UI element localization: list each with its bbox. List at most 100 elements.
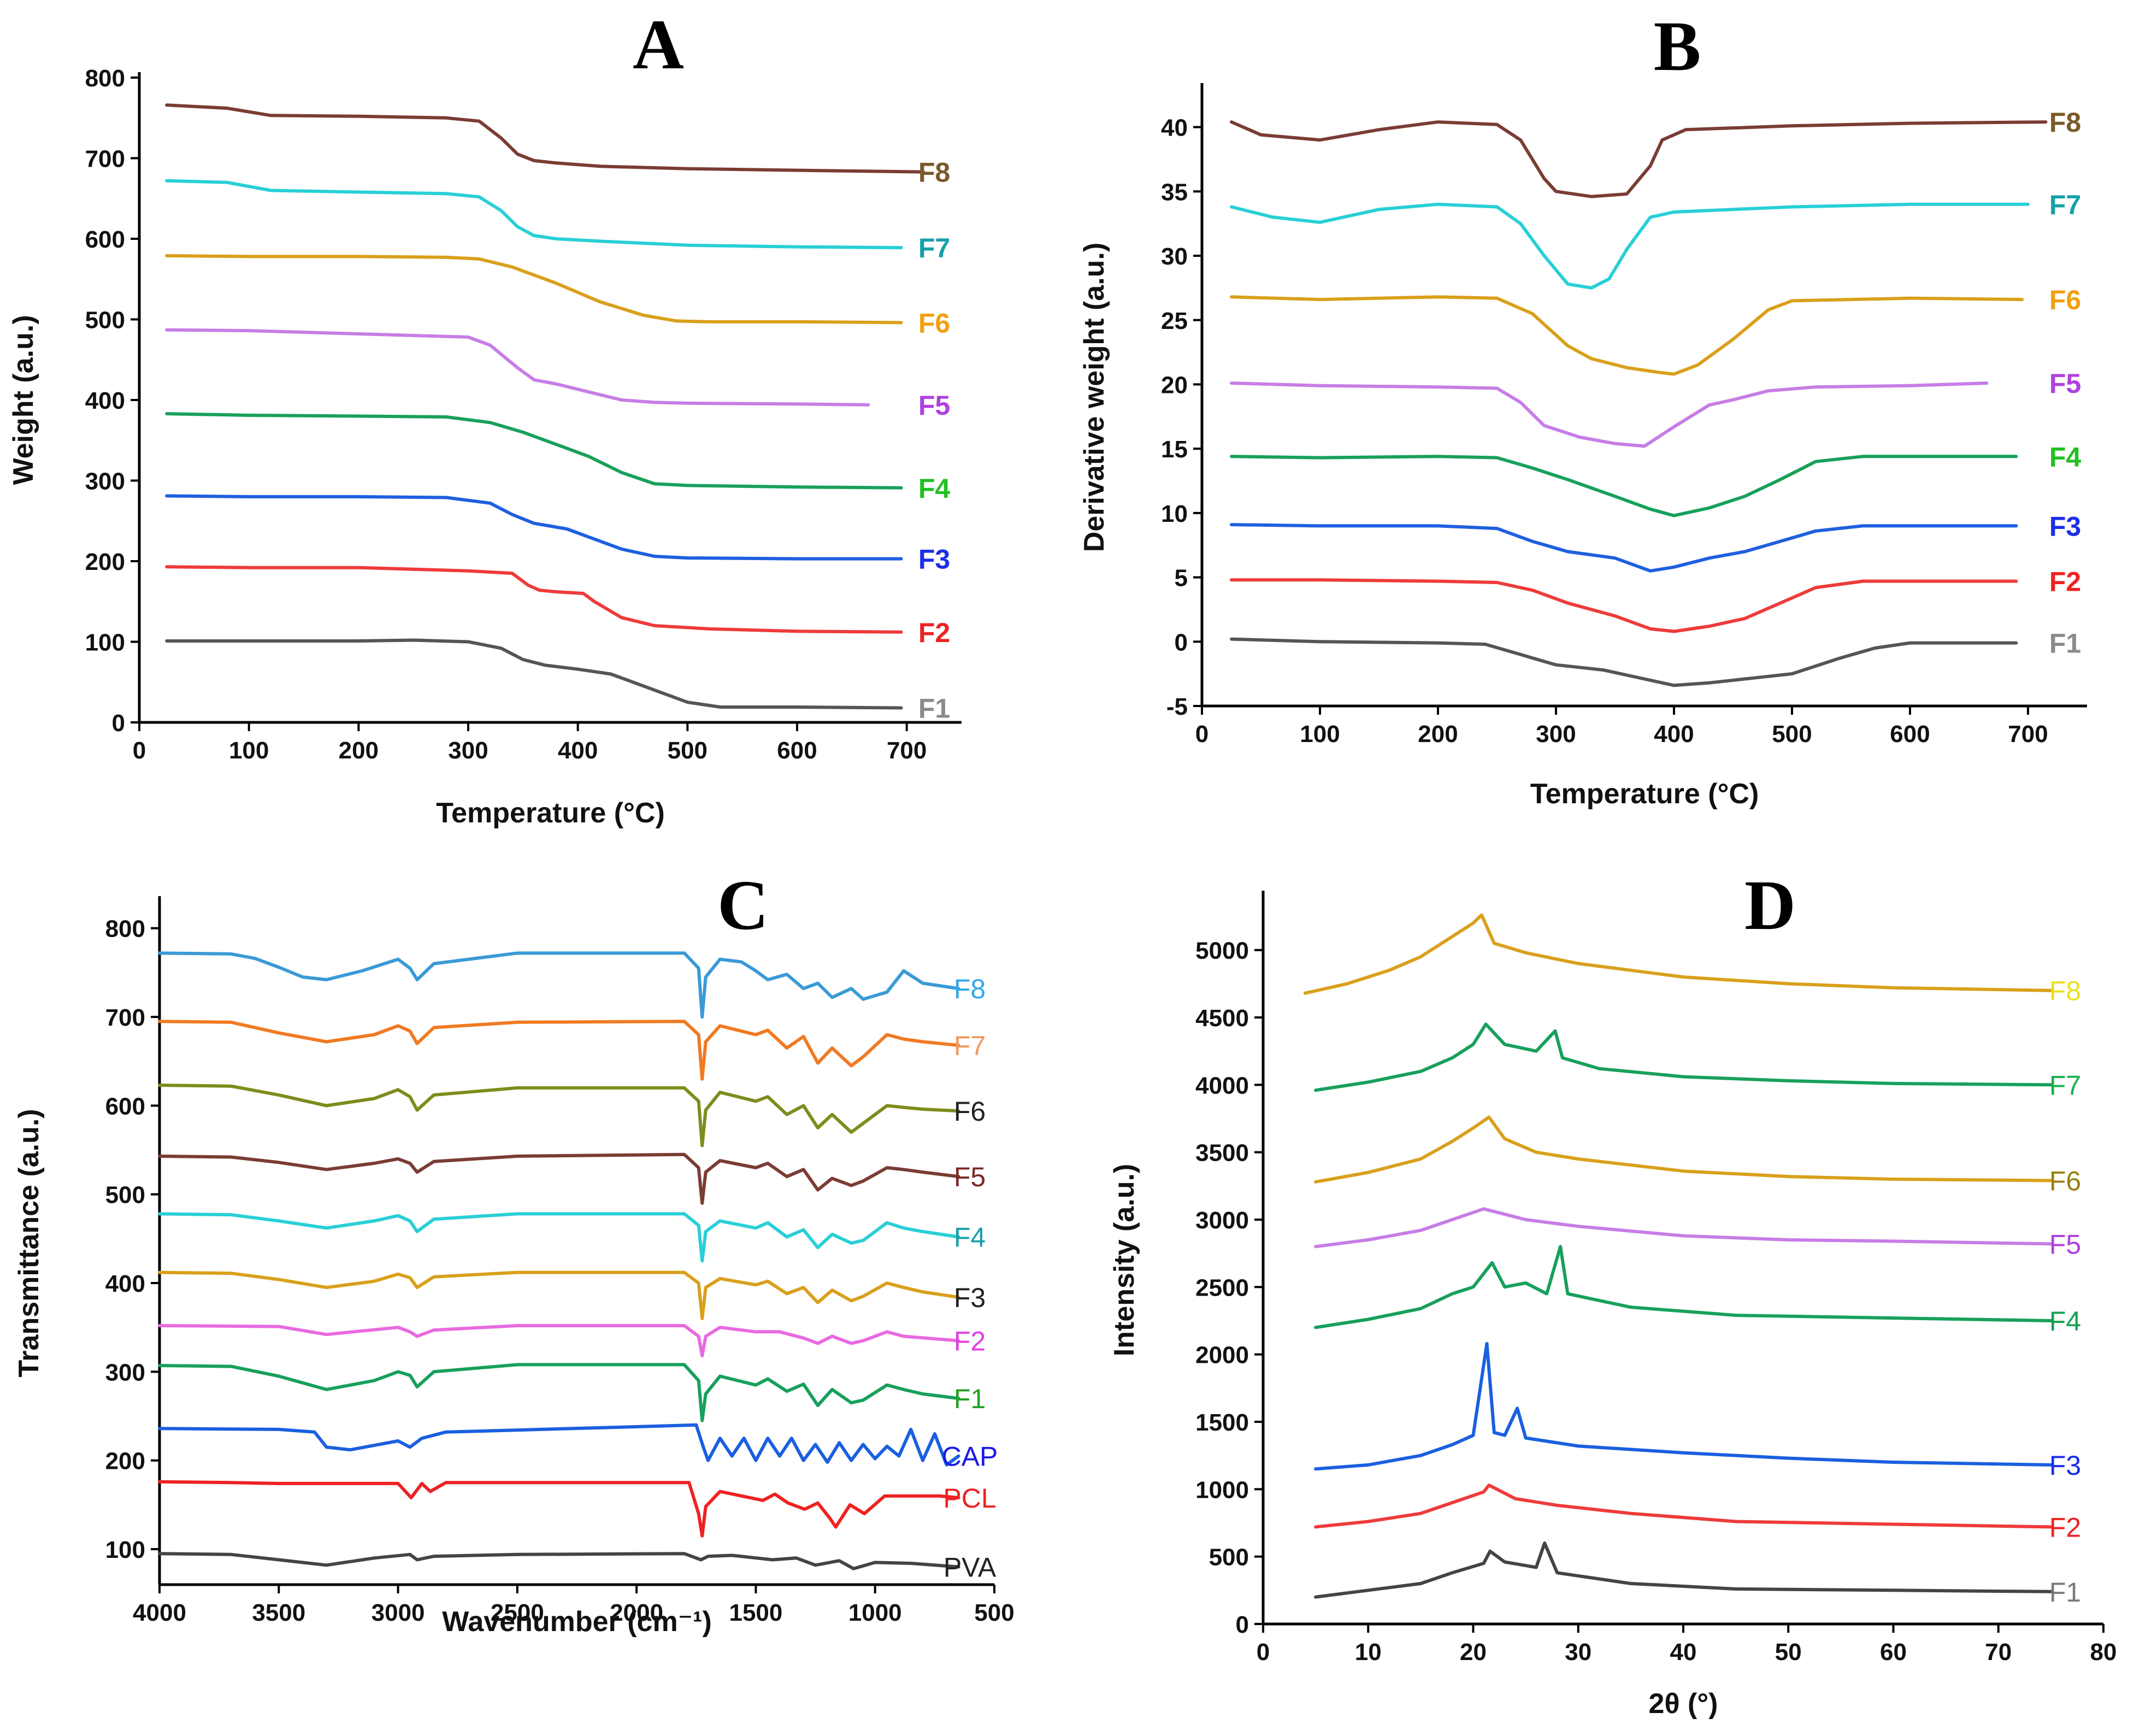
y-tick-label: 20 [1161, 372, 1188, 398]
x-tick-label: 3000 [372, 1599, 425, 1626]
x-tick-label: 600 [1890, 721, 1930, 748]
series-line-f8 [165, 103, 925, 174]
series-line-f8 [158, 951, 960, 1019]
x-tick-label: 300 [1536, 721, 1576, 748]
x-tick-label: 30 [1565, 1639, 1591, 1666]
series-label-f4: F4 [954, 1222, 986, 1253]
series-line-f6 [165, 254, 903, 325]
x-tick-label: 500 [974, 1599, 1014, 1626]
series-line-f4 [165, 412, 903, 490]
series-line-f3 [1314, 1341, 2053, 1471]
series-line-f7 [1314, 1022, 2053, 1092]
y-tick-label: 1000 [1195, 1476, 1249, 1503]
x-tick-label: 70 [1985, 1639, 2012, 1666]
series-line-f8 [1303, 913, 2053, 995]
series-line-f7 [165, 179, 903, 250]
series-line-cap [158, 1423, 960, 1467]
series-label-pcl: PCL [943, 1483, 996, 1514]
series-line-f2 [165, 565, 903, 634]
y-tick-label: -5 [1166, 693, 1188, 720]
series-label-f7: F7 [918, 233, 950, 263]
y-tick-label: 0 [112, 710, 125, 737]
series-line-f4 [158, 1212, 960, 1263]
series-line-f4 [1314, 1245, 2053, 1329]
series-label-f1: F1 [954, 1384, 986, 1414]
y-tick-label: 3500 [1195, 1140, 1249, 1167]
series-label-f5: F5 [918, 390, 950, 421]
panel-letter-c: C [717, 866, 769, 945]
x-tick-label: 200 [339, 737, 379, 764]
y-tick-label: 800 [85, 65, 125, 92]
x-tick-label: 400 [1654, 721, 1694, 748]
x-tick-label: 20 [1460, 1639, 1487, 1666]
series-line-f5 [1230, 381, 1989, 448]
series-line-pva [158, 1552, 960, 1570]
series-label-f8: F8 [2049, 107, 2081, 138]
y-tick-label: 25 [1161, 308, 1188, 334]
series-label-pva: PVA [944, 1552, 997, 1583]
series-line-f2 [1230, 578, 2018, 633]
y-axis-title: Intensity (a.u.) [1109, 1164, 1140, 1356]
series-line-f5 [1314, 1207, 2053, 1249]
series-label-f2: F2 [2049, 567, 2081, 597]
x-tick-label: 2000 [610, 1599, 663, 1626]
panel-b-dtg: B 0 100 200 300 400 500 600 700 -5 0 5 10 15 20 25 30 35 4… [1078, 7, 2087, 810]
x-tick-label: 1000 [848, 1599, 902, 1626]
series-label-f8: F8 [2049, 976, 2081, 1007]
series-line-f3 [165, 494, 903, 561]
y-tick-label: 4000 [1195, 1072, 1249, 1099]
y-tick-label: 35 [1161, 179, 1188, 205]
y-axis-title: Derivative weight (a.u.) [1078, 243, 1110, 552]
panel-letter-d: D [1744, 866, 1796, 945]
x-tick-label: 4000 [133, 1599, 186, 1626]
series-line-f4 [1230, 455, 2018, 517]
series-line-f1 [1314, 1541, 2053, 1599]
series-line-f5 [158, 1152, 960, 1205]
x-tick-label: 200 [1418, 721, 1458, 748]
series-label-f7: F7 [2049, 1070, 2081, 1101]
x-tick-label: 80 [2090, 1639, 2117, 1666]
series-label-f4: F4 [918, 473, 951, 504]
series-label-f5: F5 [2049, 368, 2081, 399]
x-tick-label: 60 [1880, 1639, 1907, 1666]
panel-letter-b: B [1654, 7, 1701, 86]
x-axis-title: Temperature (°C) [1530, 778, 1759, 810]
series-label-f5: F5 [2049, 1229, 2081, 1260]
series-label-f6: F6 [954, 1096, 986, 1127]
series-label-cap: CAP [942, 1441, 998, 1472]
series-line-f1 [1230, 637, 2018, 687]
x-tick-label: 0 [1195, 721, 1209, 748]
series-line-f1 [165, 638, 903, 710]
series-label-f1: F1 [2049, 628, 2081, 659]
y-tick-label: 4500 [1195, 1005, 1249, 1032]
x-tick-label: 700 [887, 737, 927, 764]
y-tick-label: 40 [1161, 115, 1188, 142]
y-tick-label: 10 [1161, 501, 1188, 527]
y-tick-label: 300 [105, 1359, 145, 1386]
y-tick-label: 600 [105, 1093, 145, 1120]
series-line-f8 [1230, 120, 2048, 198]
y-tick-label: 3000 [1195, 1207, 1249, 1234]
series-line-f5 [165, 328, 870, 407]
y-axis-title: Weight (a.u.) [8, 315, 39, 485]
series-label-f2: F2 [2049, 1512, 2081, 1543]
y-tick-label: 2000 [1195, 1342, 1249, 1369]
y-tick-label: 1500 [1195, 1409, 1249, 1436]
y-tick-label: 700 [105, 1004, 145, 1031]
x-tick-label: 500 [668, 737, 708, 764]
x-tick-label: 600 [777, 737, 817, 764]
series-line-pcl [158, 1480, 960, 1538]
y-tick-label: 5000 [1195, 938, 1249, 964]
y-tick-label: 800 [105, 916, 145, 943]
series-line-f6 [1314, 1115, 2053, 1184]
x-tick-label: 2500 [491, 1599, 544, 1626]
panel-a-tga: A 0 100 200 300 400 500 600 700 0 100 200 300 400 500 6… [8, 5, 962, 829]
y-tick-label: 100 [85, 629, 125, 656]
x-tick-label: 700 [2008, 721, 2048, 748]
x-axis-title: Wavenumber (cm⁻¹) [442, 1606, 712, 1638]
series-line-f7 [158, 1020, 960, 1081]
y-tick-label: 100 [105, 1537, 145, 1563]
series-line-f1 [158, 1363, 960, 1422]
x-tick-label: 1500 [729, 1599, 782, 1626]
